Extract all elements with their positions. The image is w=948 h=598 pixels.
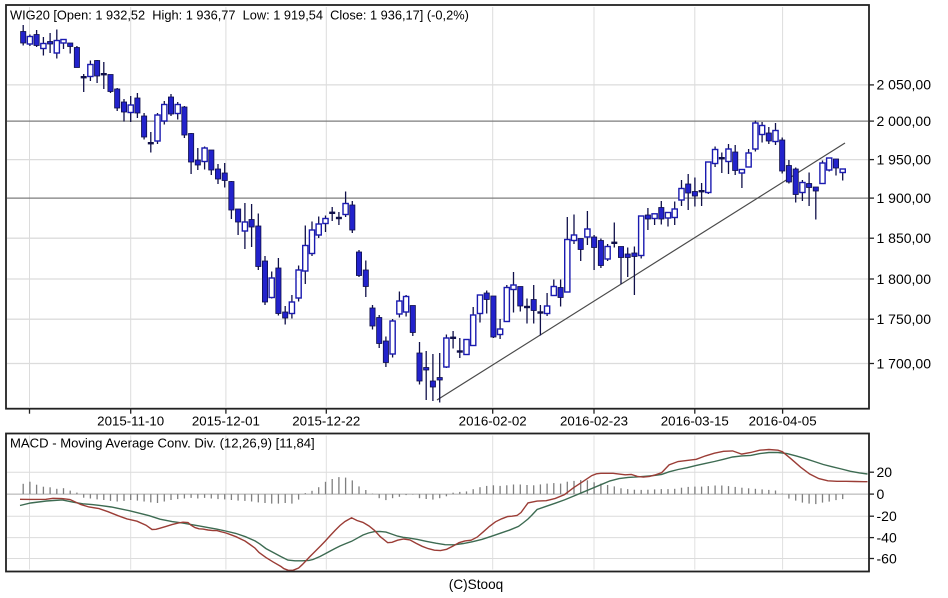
svg-text:0: 0 xyxy=(877,486,885,502)
svg-text:-60: -60 xyxy=(877,550,897,566)
svg-text:1 700,00: 1 700,00 xyxy=(877,355,932,371)
svg-text:1 800,00: 1 800,00 xyxy=(877,271,932,287)
svg-text:1 900,00: 1 900,00 xyxy=(877,190,932,206)
svg-text:2015-12-22: 2015-12-22 xyxy=(292,414,360,429)
svg-text:1 750,00: 1 750,00 xyxy=(877,311,932,327)
svg-text:2016-02-23: 2016-02-23 xyxy=(560,414,628,429)
svg-text:1 950,00: 1 950,00 xyxy=(877,151,932,167)
svg-text:-40: -40 xyxy=(877,529,897,545)
svg-text:2016-03-15: 2016-03-15 xyxy=(661,414,729,429)
svg-text:WIG20 [Open: 1 932,52 High: 1: WIG20 [Open: 1 932,52 High: 1 936,77 Low… xyxy=(10,8,469,23)
svg-text:20: 20 xyxy=(877,464,893,480)
svg-text:2015-11-10: 2015-11-10 xyxy=(97,414,164,429)
svg-text:2016-04-05: 2016-04-05 xyxy=(749,414,817,429)
svg-text:2015-12-01: 2015-12-01 xyxy=(192,414,260,429)
svg-text:MACD - Moving Average Conv. Di: MACD - Moving Average Conv. Div. (12,26,… xyxy=(10,436,315,451)
svg-text:1 850,00: 1 850,00 xyxy=(877,230,932,246)
svg-text:2 000,00: 2 000,00 xyxy=(877,113,932,129)
svg-text:-20: -20 xyxy=(877,508,897,524)
svg-text:2016-02-02: 2016-02-02 xyxy=(459,414,527,429)
svg-text:(C)Stooq: (C)Stooq xyxy=(449,577,503,592)
svg-text:2 050,00: 2 050,00 xyxy=(877,77,932,93)
